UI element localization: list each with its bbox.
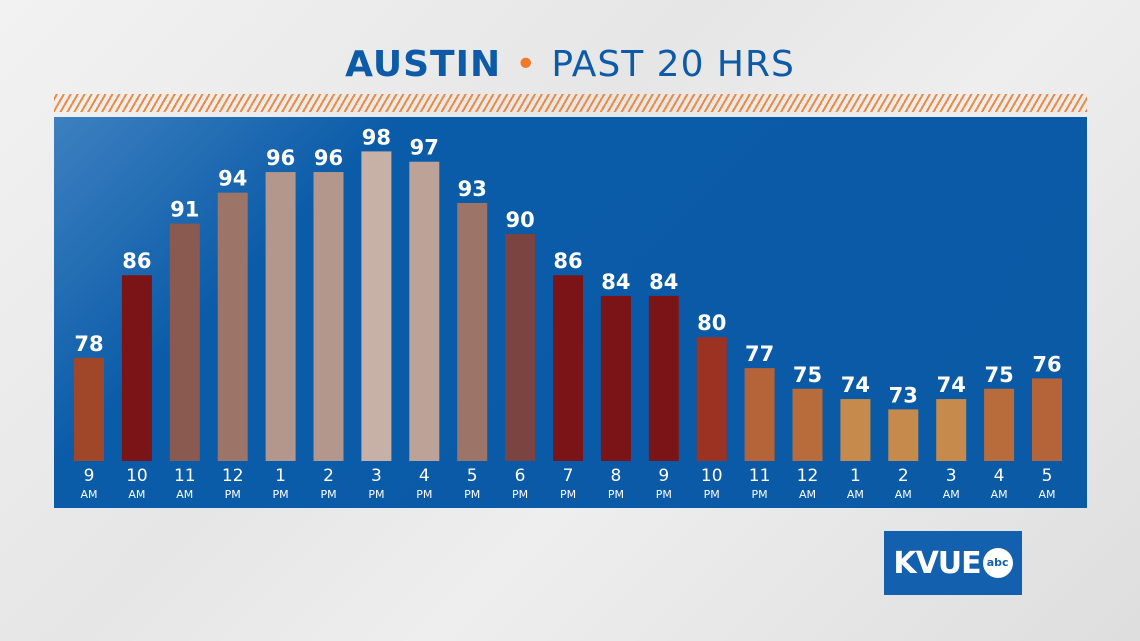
data-label: 84 — [649, 270, 678, 294]
x-tick-label: 7 — [563, 466, 574, 486]
x-tick-label: 11 — [174, 466, 196, 486]
x-tick-label: 4 — [419, 466, 430, 486]
data-label: 76 — [1032, 352, 1061, 376]
data-label: 77 — [745, 342, 774, 366]
bar — [217, 192, 248, 461]
x-tick-label: 1 — [850, 466, 861, 486]
x-tick-period: AM — [991, 488, 1008, 501]
data-label: 80 — [697, 311, 726, 335]
x-tick-period: PM — [752, 488, 768, 501]
bar — [505, 233, 536, 461]
separator-dot: • — [515, 44, 538, 85]
bar — [744, 368, 775, 461]
data-label: 86 — [553, 249, 582, 273]
data-label: 74 — [841, 373, 870, 397]
x-tick-period: PM — [512, 488, 528, 501]
bar — [648, 295, 679, 461]
x-tick-label: 2 — [323, 466, 334, 486]
bar — [553, 275, 583, 461]
x-tick-label: 6 — [515, 466, 526, 486]
data-label: 75 — [793, 363, 822, 387]
bar — [1032, 378, 1062, 461]
bar — [361, 151, 392, 461]
x-tick-period: PM — [225, 488, 241, 501]
bar — [888, 409, 919, 461]
x-tick-period: AM — [80, 488, 97, 501]
x-tick-label: 3 — [371, 466, 382, 486]
subtitle: PAST 20 HRS — [551, 44, 795, 85]
logo-text: KVUE — [893, 545, 981, 581]
abc-logo: abc — [982, 548, 1013, 578]
data-label: 97 — [410, 136, 439, 160]
bar — [74, 357, 104, 461]
x-tick-period: PM — [704, 488, 720, 501]
x-tick-period: AM — [128, 488, 145, 501]
data-label: 73 — [889, 383, 918, 407]
x-tick-label: 11 — [749, 466, 771, 486]
data-label: 98 — [362, 125, 391, 149]
bar — [936, 399, 967, 461]
x-tick-label: 5 — [1042, 466, 1053, 486]
bar — [313, 172, 344, 462]
bar — [600, 295, 631, 461]
x-tick-period: PM — [560, 488, 576, 501]
x-tick-label: 10 — [126, 466, 148, 486]
x-tick-period: PM — [320, 488, 336, 501]
chart-title: AUSTIN • PAST 20 HRS — [0, 44, 1140, 85]
x-tick-label: 10 — [701, 466, 723, 486]
bar — [121, 275, 152, 461]
x-tick-label: 3 — [946, 466, 957, 486]
x-tick-period: AM — [847, 488, 864, 501]
x-tick-period: AM — [895, 488, 912, 501]
x-tick-label: 8 — [610, 466, 621, 486]
bar — [409, 161, 440, 461]
city-label: AUSTIN — [345, 44, 502, 85]
data-label: 91 — [170, 198, 199, 222]
bar — [169, 223, 200, 461]
x-tick-period: PM — [608, 488, 624, 501]
x-tick-period: AM — [176, 488, 193, 501]
x-tick-label: 4 — [994, 466, 1005, 486]
data-label: 78 — [74, 332, 103, 356]
x-tick-period: PM — [368, 488, 384, 501]
x-tick-period: AM — [799, 488, 816, 501]
bar — [457, 203, 488, 461]
bar — [792, 388, 823, 461]
x-tick-label: 9 — [658, 466, 669, 486]
bar — [984, 388, 1015, 461]
x-tick-label: 12 — [797, 466, 819, 486]
x-tick-label: 1 — [275, 466, 286, 486]
data-label: 96 — [314, 146, 343, 170]
bar — [840, 399, 871, 461]
data-label: 93 — [458, 177, 487, 201]
x-tick-label: 12 — [222, 466, 244, 486]
hatch-stripe — [54, 94, 1087, 112]
data-label: 86 — [122, 249, 151, 273]
data-label: 96 — [266, 146, 295, 170]
bar — [696, 337, 727, 461]
x-tick-label: 5 — [467, 466, 478, 486]
data-label: 94 — [218, 167, 247, 191]
bar — [265, 172, 296, 462]
x-tick-period: PM — [416, 488, 432, 501]
x-tick-period: PM — [656, 488, 672, 501]
kvue-logo: KVUE abc — [884, 531, 1022, 595]
data-label: 75 — [984, 363, 1013, 387]
x-tick-period: PM — [464, 488, 480, 501]
x-tick-period: PM — [273, 488, 289, 501]
x-tick-label: 2 — [898, 466, 909, 486]
x-tick-label: 9 — [84, 466, 95, 486]
data-label: 90 — [505, 208, 534, 232]
data-label: 84 — [601, 270, 630, 294]
data-label: 74 — [937, 373, 966, 397]
x-tick-period: AM — [1038, 488, 1055, 501]
x-tick-period: AM — [943, 488, 960, 501]
